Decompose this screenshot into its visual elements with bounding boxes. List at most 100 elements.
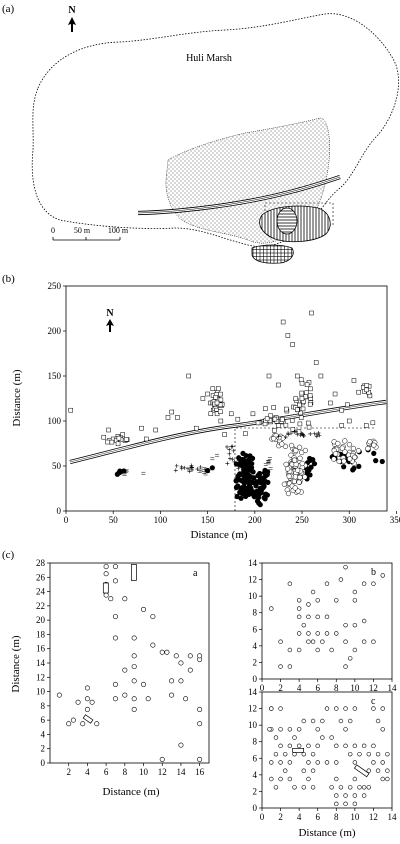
open-circle-marker bbox=[141, 606, 147, 612]
y-tick-label: 2 bbox=[253, 786, 258, 796]
open-circle-marker bbox=[310, 785, 316, 790]
open-circle-marker bbox=[343, 793, 348, 798]
open-circle-marker bbox=[334, 793, 339, 798]
open-circle-marker bbox=[352, 589, 358, 595]
y-tick-label: 12 bbox=[248, 704, 257, 714]
plus-marker bbox=[173, 468, 178, 473]
open-circle-marker bbox=[357, 785, 362, 790]
x-tick-label: 4 bbox=[85, 767, 90, 777]
open-circle-marker bbox=[315, 743, 320, 749]
square-marker bbox=[271, 405, 276, 410]
open-circle-marker bbox=[315, 614, 320, 620]
square-marker bbox=[351, 378, 357, 383]
square-marker bbox=[363, 423, 369, 428]
plot-b-x-axis: 0 50 100 150 200 250 300 350 bbox=[64, 511, 400, 525]
square-marker bbox=[309, 310, 314, 316]
plus-marker bbox=[230, 457, 235, 462]
open-circle-marker bbox=[299, 460, 305, 467]
filled-circle-marker bbox=[253, 483, 259, 489]
square-marker bbox=[300, 406, 306, 412]
plus-marker bbox=[289, 431, 294, 436]
square-marker bbox=[115, 441, 121, 447]
square-marker bbox=[222, 432, 227, 437]
log-marker bbox=[102, 582, 109, 594]
square-marker bbox=[235, 416, 241, 422]
open-circle-marker bbox=[283, 751, 288, 757]
square-marker bbox=[332, 391, 338, 397]
square-marker bbox=[293, 396, 298, 401]
open-circle-marker bbox=[66, 721, 72, 727]
open-circle-marker bbox=[343, 743, 348, 749]
filled-circle-marker bbox=[247, 467, 253, 473]
square-marker bbox=[298, 410, 303, 416]
square-marker bbox=[68, 407, 73, 413]
open-circle-marker bbox=[338, 718, 344, 724]
square-marker bbox=[210, 386, 216, 391]
x-tick-label: 14 bbox=[388, 683, 398, 693]
open-circle-marker bbox=[80, 721, 86, 727]
open-circle-marker bbox=[385, 768, 390, 773]
square-marker bbox=[116, 435, 122, 441]
plot-c-a-ylabel: Distance (m) bbox=[10, 635, 22, 692]
open-circle-marker bbox=[329, 785, 334, 790]
open-circle-marker bbox=[141, 681, 147, 687]
open-circle-marker bbox=[103, 592, 109, 598]
open-circle-marker bbox=[361, 743, 367, 749]
open-circle-marker bbox=[89, 699, 95, 705]
y-tick-label: 8 bbox=[41, 701, 46, 711]
plus-marker bbox=[190, 467, 195, 472]
plus-marker bbox=[317, 433, 322, 438]
open-circle-marker bbox=[380, 727, 385, 732]
open-circle-marker bbox=[112, 696, 118, 702]
open-circle-marker bbox=[338, 785, 344, 790]
square-marker bbox=[205, 391, 210, 397]
log-marker bbox=[82, 714, 94, 724]
dash-marker bbox=[215, 453, 220, 457]
square-marker bbox=[283, 422, 289, 428]
square-marker bbox=[364, 387, 369, 393]
open-circle-marker bbox=[197, 706, 203, 712]
square-marker bbox=[218, 397, 224, 403]
open-circle-marker bbox=[361, 618, 367, 624]
dash-marker bbox=[202, 467, 207, 470]
dash-marker bbox=[266, 460, 271, 463]
panel-c: (c) a 2 4 6 8 10 12 14 160246810121416182022242… bbox=[2, 549, 397, 839]
open-circle-marker bbox=[287, 743, 293, 749]
filled-circle-marker bbox=[235, 473, 241, 480]
filled-circle-marker bbox=[240, 472, 246, 478]
open-circle-marker bbox=[269, 776, 274, 782]
open-circle-marker bbox=[348, 656, 353, 661]
open-circle-marker bbox=[278, 706, 283, 711]
square-marker bbox=[123, 437, 129, 442]
plus-marker bbox=[236, 458, 241, 463]
plus-marker bbox=[237, 460, 242, 465]
filled-circle-marker bbox=[341, 464, 347, 470]
open-circle-marker bbox=[352, 776, 358, 782]
open-circle-marker bbox=[366, 768, 371, 773]
open-circle-marker bbox=[287, 776, 293, 782]
square-marker bbox=[101, 434, 107, 440]
open-circle-marker bbox=[297, 474, 303, 481]
open-circle-marker bbox=[335, 440, 341, 447]
y-tick-label: 16 bbox=[36, 644, 46, 654]
open-circle-marker bbox=[296, 606, 302, 611]
open-circle-marker bbox=[343, 727, 348, 732]
square-marker bbox=[105, 439, 110, 445]
x-tick-label: 8 bbox=[334, 812, 339, 822]
open-circle-marker bbox=[320, 718, 325, 724]
plus-marker bbox=[227, 456, 232, 461]
filled-circle-marker bbox=[356, 463, 362, 469]
open-circle-marker bbox=[306, 743, 311, 749]
open-circle-marker bbox=[361, 639, 367, 644]
plus-marker bbox=[295, 432, 300, 437]
open-circle-marker bbox=[315, 598, 320, 603]
y-tick-label: 24 bbox=[36, 587, 46, 597]
open-circle-marker bbox=[301, 718, 306, 724]
square-marker bbox=[306, 424, 312, 430]
open-circle-marker bbox=[320, 639, 325, 644]
open-circle-marker bbox=[131, 678, 137, 684]
plus-marker bbox=[231, 448, 236, 453]
plus-marker bbox=[286, 432, 291, 437]
square-marker bbox=[308, 386, 313, 392]
open-circle-marker bbox=[112, 614, 118, 620]
